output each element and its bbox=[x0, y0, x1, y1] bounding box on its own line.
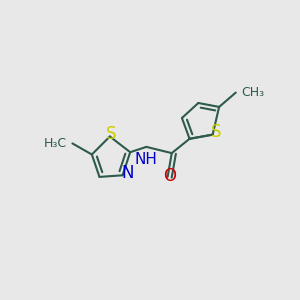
Text: CH₃: CH₃ bbox=[242, 86, 265, 99]
Text: S: S bbox=[106, 125, 116, 143]
Text: S: S bbox=[211, 123, 221, 141]
Text: H₃C: H₃C bbox=[44, 137, 67, 150]
Text: N: N bbox=[121, 164, 134, 182]
Text: NH: NH bbox=[135, 152, 158, 167]
Text: O: O bbox=[164, 167, 176, 185]
